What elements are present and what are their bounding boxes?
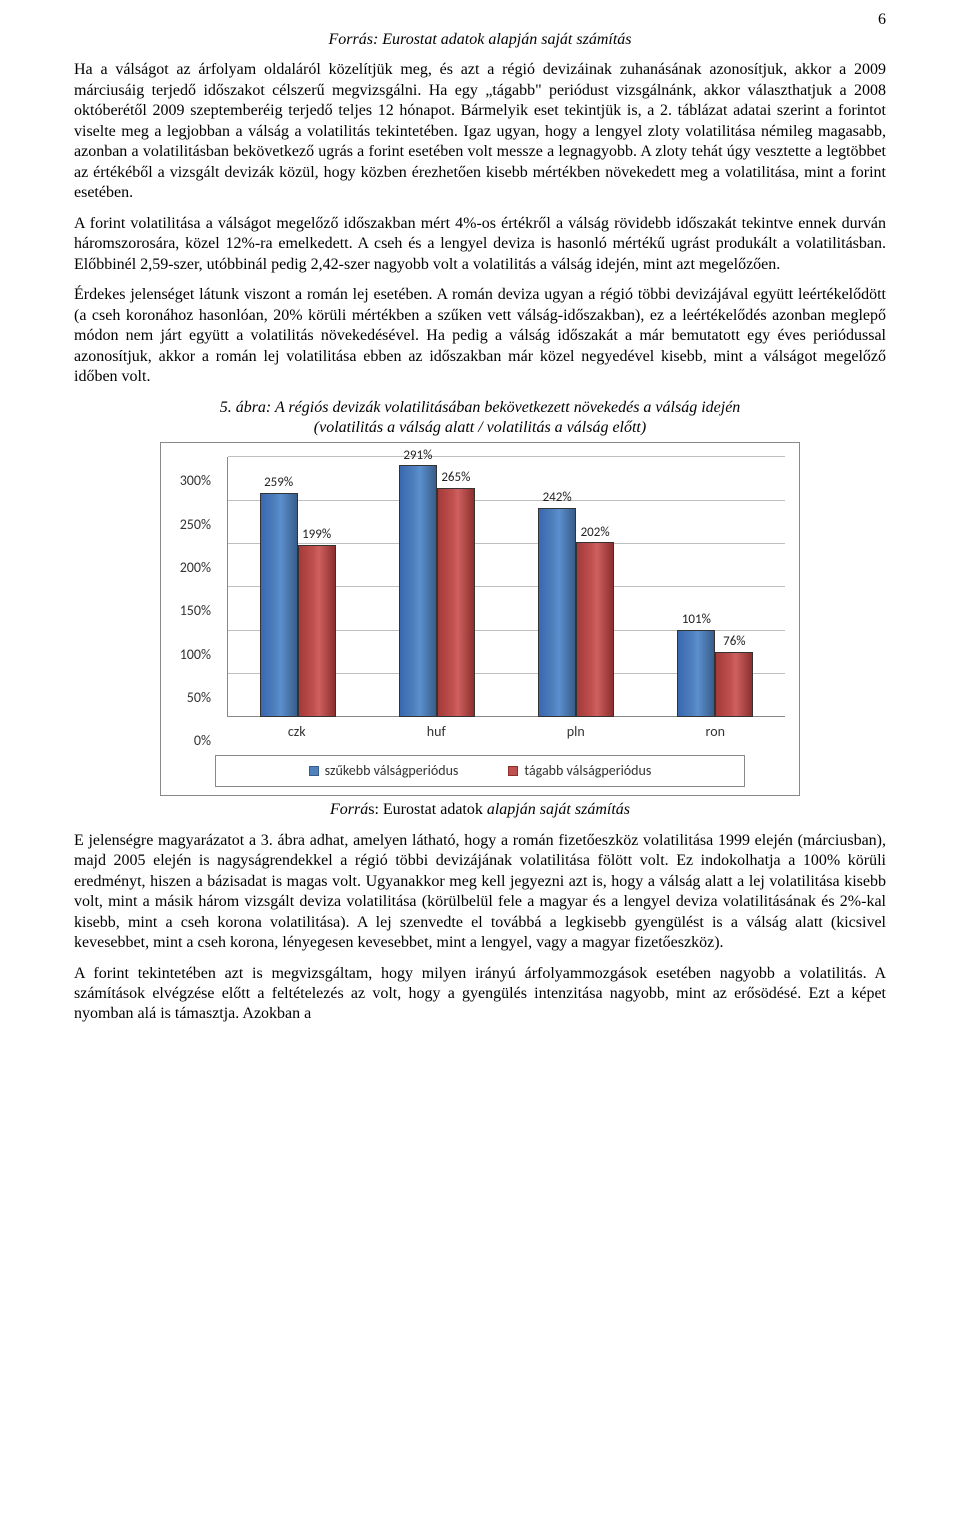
bar-series0: 259% [260,493,298,717]
category-group: 291%265% [367,457,506,717]
bar-value-label: 202% [581,525,610,542]
figure-caption: 5. ábra: A régiós devizák volatilitásába… [74,398,886,439]
volatility-chart: 0%50%100%150%200%250%300% 259%199%291%26… [160,442,800,796]
category-group: 242%202% [507,457,646,717]
y-tick-label: 50% [187,689,219,707]
bar-series0: 242% [538,508,576,718]
figure-caption-line2: (volatilitás a válság alatt / volatilitá… [314,419,646,436]
y-tick-label: 150% [180,602,219,620]
bar-series1: 265% [437,488,475,718]
bar-value-label: 242% [543,490,572,507]
y-tick-label: 200% [180,559,219,577]
legend-label-0: szűkebb válságperiódus [325,762,459,780]
figure-source: Forrás: Eurostat adatok alapján saját sz… [74,800,886,820]
bars-container: 259%199%291%265%242%202%101%76% [228,457,785,717]
bar-series1: 199% [298,545,336,717]
figure-source-prefix: Forrá [330,801,368,818]
legend-series-0: szűkebb válságperiódus [309,762,459,780]
x-tick-label: pln [506,723,646,741]
bar-value-label: 259% [264,475,293,492]
paragraph-2: A forint volatilitása a válságot megelőz… [74,214,886,275]
y-tick-label: 0% [194,732,219,750]
figure-source-suffix: alapján saját számítás [487,801,630,818]
legend-label-1: tágabb válságperiódus [524,762,651,780]
chart-plot-area: 259%199%291%265%242%202%101%76% [227,457,785,717]
paragraph-5: A forint tekintetében azt is megvizsgált… [74,964,886,1025]
chart-legend: szűkebb válságperiódus tágabb válságperi… [215,755,745,787]
figure-source-plain: s: Eurostat adatok [368,801,487,818]
source-top: Forrás: Eurostat adatok alapján saját sz… [74,30,886,50]
y-tick-label: 300% [180,472,219,490]
bar-series1: 202% [576,542,614,717]
bar-value-label: 101% [682,612,711,629]
x-tick-label: huf [367,723,507,741]
legend-swatch-red [508,766,518,776]
page-number: 6 [878,10,886,30]
figure-caption-line1: 5. ábra: A régiós devizák volatilitásába… [220,399,741,416]
bar-value-label: 291% [403,448,432,465]
bar-value-label: 265% [441,470,470,487]
category-group: 259%199% [228,457,367,717]
legend-series-1: tágabb válságperiódus [508,762,651,780]
y-axis: 0%50%100%150%200%250%300% [175,457,227,741]
paragraph-1: Ha a válságot az árfolyam oldaláról köze… [74,60,886,203]
bar-value-label: 199% [302,527,331,544]
paragraph-4: E jelenségre magyarázatot a 3. ábra adha… [74,831,886,954]
category-group: 101%76% [646,457,785,717]
legend-swatch-blue [309,766,319,776]
y-tick-label: 250% [180,516,219,534]
bar-series0: 291% [399,465,437,717]
y-tick-label: 100% [180,646,219,664]
x-tick-label: ron [646,723,786,741]
x-axis-labels: czkhufplnron [227,723,785,741]
bar-series0: 101% [677,630,715,718]
x-tick-label: czk [227,723,367,741]
bar-series1: 76% [715,652,753,718]
bar-value-label: 76% [723,634,745,651]
paragraph-3: Érdekes jelenséget látunk viszont a romá… [74,285,886,387]
